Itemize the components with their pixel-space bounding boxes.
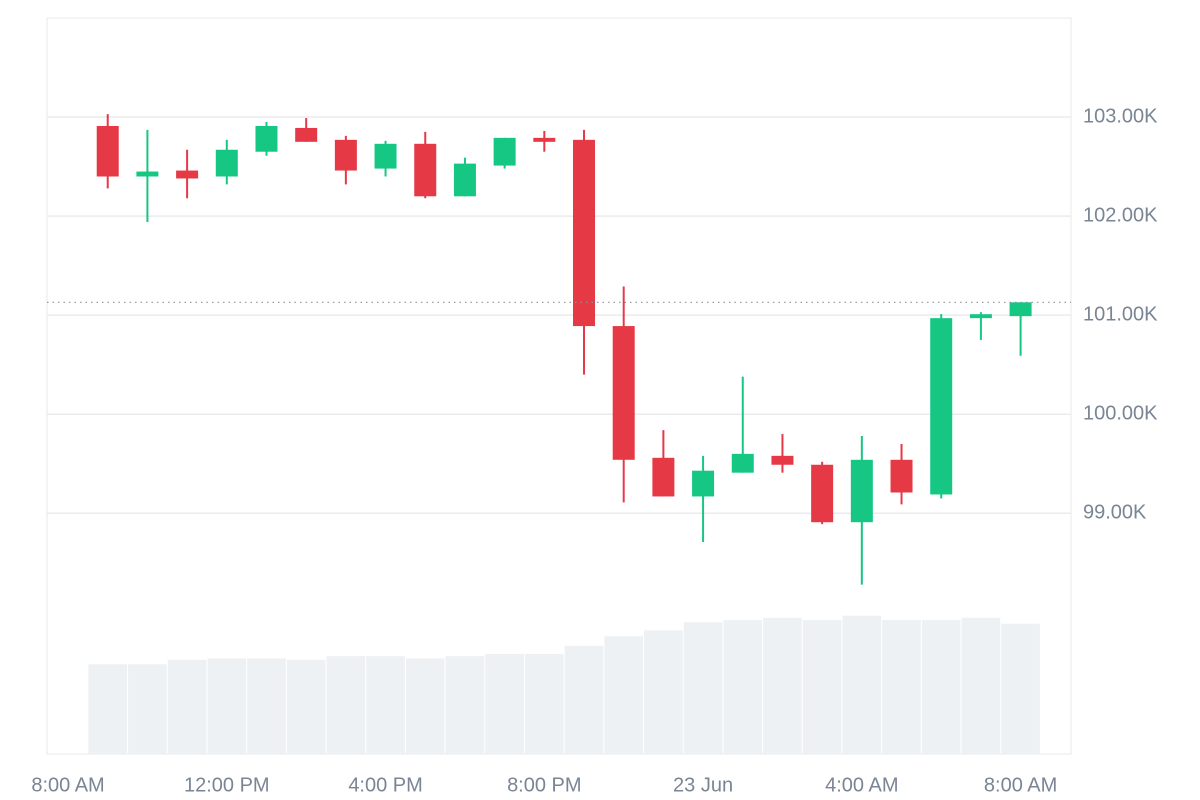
candle-body (334, 139, 357, 171)
candle-body (255, 125, 278, 152)
volume-bar (683, 622, 723, 754)
volume-bar (485, 653, 524, 754)
y-tick-label: 99.00K (1083, 502, 1147, 524)
candle-body (1009, 302, 1032, 317)
candle-body (414, 143, 437, 197)
candle-body (731, 453, 754, 473)
volume-bar (604, 636, 644, 754)
candle-body (96, 125, 119, 177)
volume-bar (286, 659, 326, 754)
y-tick-label: 102.00K (1083, 204, 1158, 226)
x-tick-label: 4:00 AM (825, 774, 898, 796)
candle-body (295, 127, 318, 142)
candle-body (969, 314, 992, 319)
x-tick-label: 8:00 PM (507, 774, 581, 796)
volume-bar (564, 645, 604, 754)
volume-bar (723, 620, 763, 754)
candle-body (771, 455, 794, 465)
volume-bar (167, 659, 207, 754)
candle-body (176, 170, 199, 179)
volume-bar (961, 617, 1001, 754)
volume-bar (882, 620, 921, 754)
candle-body (573, 139, 596, 327)
candle-body (850, 459, 873, 523)
volume-bar (1001, 623, 1040, 754)
candle-body (215, 149, 238, 177)
x-tick-label: 8:00 AM (984, 774, 1057, 796)
y-tick-label: 103.00K (1083, 105, 1158, 127)
candle-body (493, 137, 516, 166)
candle-body (930, 318, 953, 495)
volume-bar (207, 658, 247, 754)
volume-bar (802, 620, 842, 754)
y-tick-label: 101.00K (1083, 303, 1158, 325)
x-tick-label: 8:00 AM (31, 774, 104, 796)
volume-bar (445, 656, 485, 754)
volume-bar (644, 630, 683, 754)
volume-bar (405, 658, 445, 754)
volume-bar (921, 620, 961, 754)
volume-bar (326, 656, 366, 754)
candle-body (652, 457, 675, 497)
y-tick-label: 100.00K (1083, 403, 1158, 425)
candle-body (374, 143, 397, 169)
x-tick-label: 4:00 PM (348, 774, 422, 796)
candle-body (533, 137, 556, 142)
volume-bar (88, 664, 128, 754)
volume-bar (366, 656, 405, 754)
candle-body (890, 459, 913, 493)
x-tick-label: 23 Jun (673, 774, 733, 796)
candle-body (453, 163, 476, 197)
candle-body (612, 326, 635, 460)
volume-bar (763, 617, 802, 754)
candle-body (692, 470, 715, 497)
x-tick-label: 12:00 PM (184, 774, 270, 796)
volume-bar (247, 658, 286, 754)
volume-bar (128, 664, 167, 754)
candle-body (136, 171, 159, 177)
candle-body (811, 464, 834, 523)
volume-bar (524, 653, 564, 754)
volume-bar (842, 615, 882, 754)
